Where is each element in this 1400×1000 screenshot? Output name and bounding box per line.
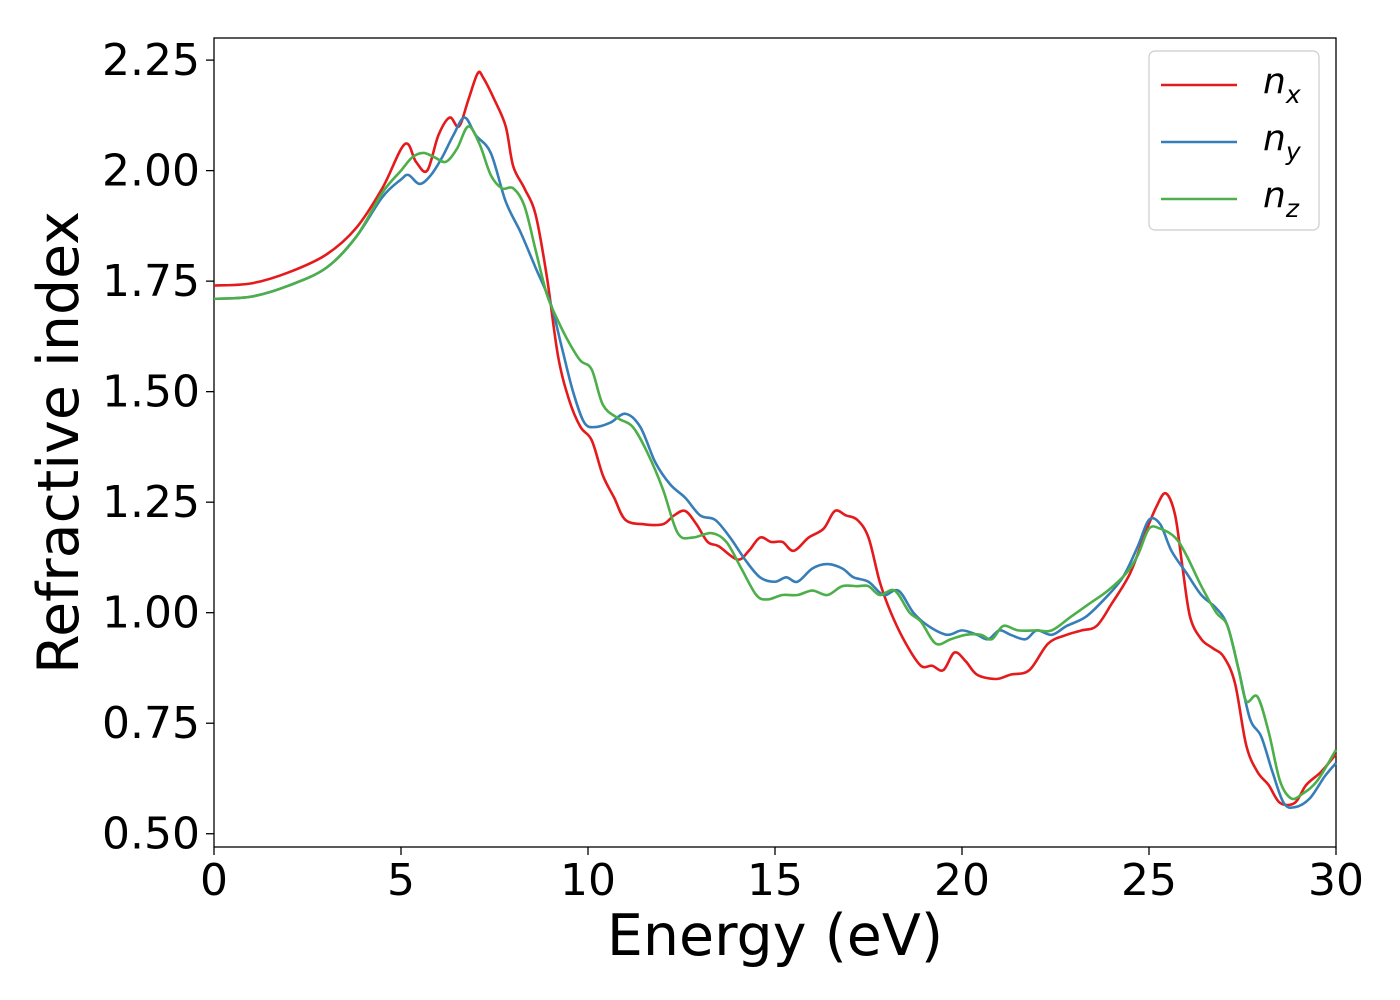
x-tick-label: 15 [747, 855, 803, 906]
y-tick-label: 2.00 [102, 146, 200, 197]
x-axis-label: Energy (eV) [607, 903, 943, 969]
y-tick-label: 1.00 [102, 588, 200, 639]
legend-label-n-y: ny [1263, 118, 1302, 166]
legend-box [1148, 50, 1320, 231]
y-tick-label: 1.75 [102, 256, 200, 307]
series-line-n-x [213, 70, 1337, 807]
y-axis-ticks: 0.50 0.75 1.00 1.25 1.50 1.75 2.00 2.25 [102, 35, 214, 860]
legend-label-n-x: nx [1263, 61, 1301, 109]
y-tick-label: 2.25 [102, 35, 200, 86]
y-axis-label: Refractive index [26, 211, 92, 674]
y-tick-label: 1.50 [102, 367, 200, 418]
x-tick-label: 20 [934, 855, 990, 906]
x-tick-label: 0 [200, 855, 228, 906]
x-tick-label: 25 [1121, 855, 1177, 906]
legend-label-n-z: nz [1263, 175, 1300, 223]
x-tick-label: 5 [387, 855, 415, 906]
y-tick-label: 1.25 [102, 477, 200, 528]
x-tick-label: 30 [1308, 855, 1364, 906]
legend: nx ny nz [1148, 50, 1320, 231]
series-layer [213, 70, 1338, 809]
x-tick-label: 10 [560, 855, 616, 906]
x-axis-ticks: 0 5 10 15 20 25 30 [200, 847, 1364, 906]
series-line-n-z [213, 125, 1338, 801]
series-line-n-y [213, 116, 1337, 809]
y-tick-label: 0.50 [102, 809, 200, 860]
y-tick-label: 0.75 [102, 698, 200, 749]
